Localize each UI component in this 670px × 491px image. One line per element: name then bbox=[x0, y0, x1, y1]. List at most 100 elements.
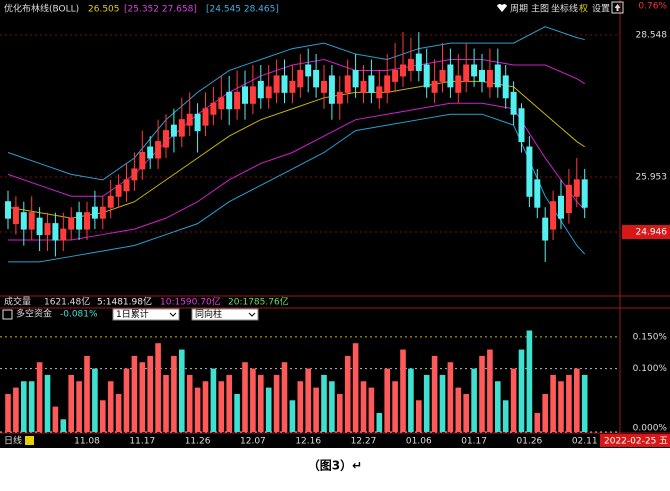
volume-total: 1621.48亿 bbox=[44, 296, 90, 308]
candle-body bbox=[328, 75, 335, 104]
candle-body bbox=[147, 146, 154, 159]
candle-body bbox=[242, 86, 248, 104]
bar bbox=[439, 374, 446, 432]
bar bbox=[273, 374, 280, 432]
candle-body bbox=[12, 206, 19, 225]
bar bbox=[100, 400, 106, 432]
help-icon[interactable] bbox=[2, 309, 13, 320]
caption: （图3）↵ bbox=[308, 458, 362, 473]
button[interactable]: 主图 bbox=[531, 3, 549, 15]
band-line bbox=[8, 102, 586, 241]
bar bbox=[581, 374, 588, 432]
x-tick-label: 12.16 bbox=[295, 437, 321, 447]
bar bbox=[44, 374, 51, 432]
bar bbox=[408, 368, 414, 432]
bar bbox=[36, 362, 43, 432]
candle-body bbox=[289, 80, 296, 93]
bar bbox=[21, 381, 27, 432]
bar bbox=[297, 381, 304, 432]
candle-body bbox=[463, 64, 470, 82]
x-tick-label: 01.06 bbox=[406, 437, 432, 447]
button[interactable]: 周期 bbox=[510, 4, 528, 15]
candle-body bbox=[376, 86, 383, 99]
candle-body bbox=[249, 86, 256, 104]
candle-body bbox=[558, 195, 564, 219]
bar bbox=[171, 355, 177, 432]
button[interactable]: 坐标线 bbox=[551, 3, 578, 15]
bar bbox=[218, 381, 225, 432]
bar bbox=[487, 349, 493, 432]
candle-body bbox=[455, 75, 462, 93]
candle-body bbox=[439, 69, 446, 82]
boll-mid: 26.505 bbox=[88, 5, 120, 15]
candle-body bbox=[392, 69, 399, 82]
candle-body bbox=[202, 108, 209, 126]
candle-body bbox=[91, 206, 98, 219]
bar bbox=[226, 374, 232, 432]
bar bbox=[123, 368, 130, 432]
bar bbox=[52, 406, 59, 432]
bar bbox=[305, 368, 311, 432]
date-label: 2022-02-25 五 bbox=[604, 437, 668, 447]
volume-ma20: 20:1785.76亿 bbox=[228, 296, 289, 308]
x-tick-label: 11.08 bbox=[74, 437, 100, 447]
candle-body bbox=[44, 223, 51, 236]
candle-body bbox=[431, 80, 438, 93]
candle-body bbox=[123, 179, 130, 192]
bar bbox=[550, 374, 556, 432]
candle-body bbox=[384, 75, 391, 93]
candle-body bbox=[352, 69, 359, 88]
candle-body bbox=[76, 212, 83, 230]
indicator-name: 优化布林线(BOLL) bbox=[4, 3, 79, 15]
bar bbox=[534, 412, 541, 432]
indicator-name: 多空资金 bbox=[16, 308, 52, 320]
change-label: 0.76% bbox=[638, 2, 667, 12]
volume-ma10: 10:1590.70亿 bbox=[160, 296, 221, 308]
x-tick-label: 12.27 bbox=[351, 437, 377, 447]
candle-body bbox=[20, 212, 27, 230]
background bbox=[0, 0, 670, 448]
bar bbox=[131, 355, 138, 432]
candle-body bbox=[565, 184, 572, 214]
bar bbox=[526, 330, 533, 432]
period-badge[interactable] bbox=[25, 436, 34, 445]
bar bbox=[5, 393, 11, 432]
bar bbox=[510, 368, 517, 432]
button[interactable]: 设置 bbox=[592, 4, 610, 15]
bar bbox=[115, 393, 122, 432]
bar bbox=[368, 387, 375, 432]
candle-body bbox=[502, 75, 509, 99]
candle-body bbox=[510, 91, 517, 115]
candle-body bbox=[36, 217, 43, 236]
bar bbox=[329, 381, 335, 432]
dropdown-label: 1日累计 bbox=[116, 308, 149, 320]
candle-body bbox=[360, 80, 367, 93]
bar bbox=[558, 381, 564, 432]
button[interactable]: 权 bbox=[579, 3, 588, 15]
candle-body bbox=[84, 212, 90, 230]
candle-body bbox=[107, 195, 114, 208]
indicator-value: -0.081% bbox=[60, 310, 98, 320]
candle-body bbox=[155, 141, 162, 159]
favorite-icon[interactable] bbox=[497, 4, 507, 12]
volume-label: 成交量 bbox=[4, 296, 31, 308]
candle-body bbox=[68, 217, 75, 230]
bar bbox=[360, 381, 367, 432]
bar bbox=[344, 355, 351, 432]
candle-body bbox=[471, 64, 478, 77]
candle-body bbox=[210, 102, 217, 115]
dropdown[interactable] bbox=[112, 308, 180, 321]
band-line bbox=[8, 113, 586, 263]
dropdown[interactable] bbox=[191, 308, 259, 321]
candle-body bbox=[336, 91, 343, 104]
y-tick-label: 25.953 bbox=[636, 172, 668, 182]
bar bbox=[518, 349, 525, 432]
y-tick-label: 28.548 bbox=[636, 31, 668, 41]
bar bbox=[107, 381, 114, 432]
bar bbox=[392, 381, 398, 432]
bar bbox=[289, 400, 296, 432]
bar bbox=[210, 368, 217, 432]
candle-body bbox=[257, 80, 264, 99]
scroll-up-button[interactable] bbox=[611, 1, 624, 14]
bar bbox=[447, 362, 454, 432]
